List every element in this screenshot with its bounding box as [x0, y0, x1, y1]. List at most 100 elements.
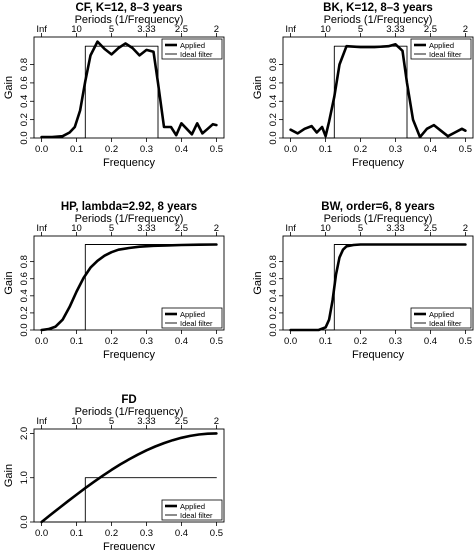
x-axis-label: Frequency: [103, 157, 155, 169]
y-tick-label: 0.0: [268, 323, 279, 336]
x-tick-label: 0.0: [284, 336, 297, 347]
top-tick-label: Inf: [36, 24, 47, 35]
x-tick-label: 0.0: [284, 144, 297, 155]
top-tick-label: 2: [214, 416, 219, 427]
x-tick-label: 0.3: [389, 144, 402, 155]
y-tick-label: 0.4: [268, 95, 279, 108]
top-tick-label: 10: [320, 24, 331, 35]
top-tick-label: Inf: [36, 223, 47, 234]
legend-entry-label: Applied: [429, 310, 454, 319]
y-axis-label: Gain: [252, 76, 264, 99]
series-ideal-filter-line: [290, 45, 466, 139]
x-tick-label: 0.5: [210, 336, 223, 347]
y-tick-label: 0.6: [268, 272, 279, 285]
top-tick-label: 3.33: [386, 24, 405, 35]
series-applied-line: [40, 40, 218, 139]
top-tick-label: 2: [214, 24, 219, 35]
x-tick-label: 0.4: [175, 144, 188, 155]
legend-entry-label: Ideal filter: [180, 319, 213, 328]
x-tick-label: 0.3: [389, 336, 402, 347]
x-tick-label: 0.1: [319, 336, 332, 347]
y-tick-label: 0.8: [268, 58, 279, 71]
chart-title: CF, K=12, 8–3 years: [75, 2, 182, 14]
y-axis-label: Gain: [3, 464, 15, 487]
y-tick-label: 0.6: [19, 76, 30, 89]
top-tick-label: Inf: [285, 24, 296, 35]
y-axis-label: Gain: [3, 271, 15, 294]
top-tick-label: 10: [320, 223, 331, 234]
x-axis-label: Frequency: [352, 157, 404, 169]
x-axis-label: Frequency: [352, 349, 404, 361]
y-tick-label: 0.2: [19, 113, 30, 126]
y-tick-label: 0.0: [268, 131, 279, 144]
top-tick-label: 2.5: [424, 24, 437, 35]
top-tick-label: Inf: [36, 416, 47, 427]
top-tick-label: 3.33: [137, 24, 156, 35]
top-tick-label: 2.5: [175, 223, 188, 234]
x-tick-label: 0.2: [105, 336, 118, 347]
y-tick-label: 0.4: [19, 289, 30, 302]
plot-frame: [282, 235, 474, 331]
x-axis-label: Frequency: [103, 349, 155, 361]
chart-title: BK, K=12, 8–3 years: [323, 2, 433, 14]
y-tick-label: 0.8: [268, 255, 279, 268]
top-tick-label: 2: [463, 24, 468, 35]
legend-entry-label: Ideal filter: [180, 50, 213, 59]
x-tick-label: 0.4: [175, 336, 188, 347]
top-axis-label: Periods (1/Frequency): [75, 213, 184, 225]
x-tick-label: 0.2: [354, 144, 367, 155]
x-tick-label: 0.5: [210, 144, 223, 155]
top-tick-label: 5: [358, 223, 363, 234]
legend-entry-label: Applied: [180, 310, 205, 319]
series-ideal-filter-line: [290, 244, 466, 331]
x-tick-label: 0.5: [459, 144, 472, 155]
chart-title: FD: [121, 394, 136, 406]
top-axis-label: Periods (1/Frequency): [324, 14, 433, 26]
y-tick-label: 0.6: [19, 272, 30, 285]
y-tick-label: 0.2: [268, 113, 279, 126]
y-tick-label: 1.0: [19, 471, 30, 484]
top-tick-label: 3.33: [137, 223, 156, 234]
top-tick-label: 10: [71, 223, 82, 234]
top-tick-label: 2: [463, 223, 468, 234]
x-tick-label: 0.3: [140, 336, 153, 347]
y-tick-label: 0.4: [268, 289, 279, 302]
x-axis-label: Frequency: [103, 541, 155, 550]
x-tick-label: 0.1: [70, 144, 83, 155]
series-ideal-filter-line: [41, 244, 217, 331]
top-tick-label: 2.5: [175, 416, 188, 427]
top-tick-label: 2.5: [175, 24, 188, 35]
y-tick-label: 0.8: [19, 58, 30, 71]
y-axis-label: Gain: [252, 271, 264, 294]
y-tick-label: 0.2: [19, 306, 30, 319]
top-tick-label: 2: [214, 223, 219, 234]
top-tick-label: 3.33: [137, 416, 156, 427]
y-tick-label: 0.0: [19, 515, 30, 528]
x-tick-label: 0.0: [35, 336, 48, 347]
legend-entry-label: Applied: [180, 41, 205, 50]
plot-frame: [33, 36, 225, 139]
series-ideal-filter-line: [41, 477, 217, 523]
plot-frame: [33, 428, 225, 523]
legend-entry-label: Ideal filter: [429, 319, 462, 328]
y-tick-label: 0.2: [268, 306, 279, 319]
top-tick-label: 5: [109, 24, 114, 35]
legend-entry-label: Ideal filter: [429, 50, 462, 59]
x-tick-label: 0.1: [70, 336, 83, 347]
top-axis-label: Periods (1/Frequency): [324, 213, 433, 225]
x-tick-label: 0.5: [210, 528, 223, 539]
top-tick-label: Inf: [285, 223, 296, 234]
x-tick-label: 0.3: [140, 528, 153, 539]
series-applied-line: [40, 432, 218, 524]
